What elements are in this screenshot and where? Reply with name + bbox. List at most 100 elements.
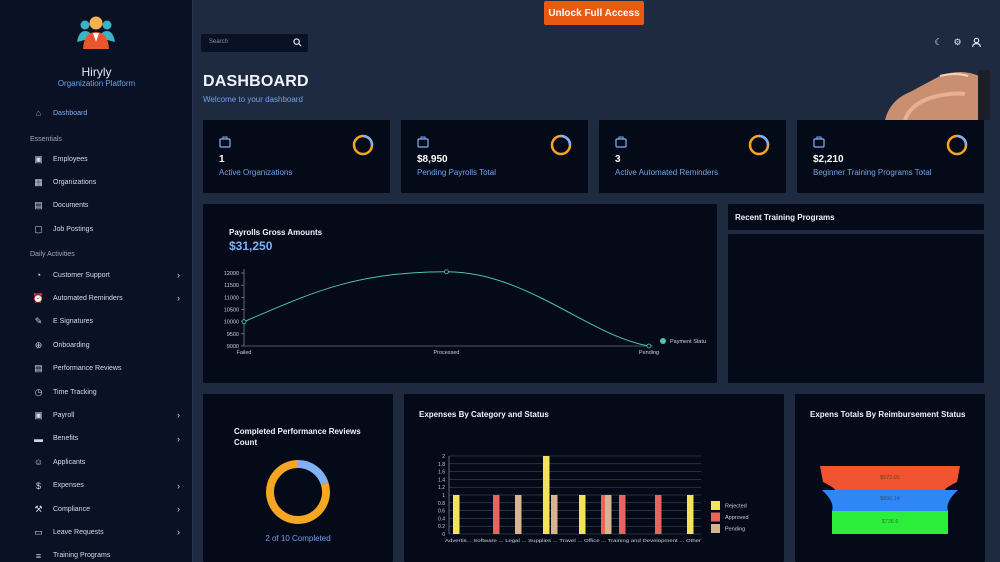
chevron-right-icon[interactable]: › (177, 480, 180, 491)
sidebar-item-onboarding[interactable]: ⊕ Onboarding (0, 335, 192, 355)
sidebar-item-time-tracking[interactable]: ◷ Time Tracking (0, 382, 192, 402)
funnel-value-label: $736.6 (882, 519, 899, 525)
donut-slice[interactable] (266, 460, 330, 524)
sidebar-item-dashboard[interactable]: ⌂ Dashboard (0, 103, 192, 123)
y-tick-label: 1 (442, 493, 445, 499)
stat-label: Pending Payrolls Total (417, 168, 497, 177)
x-tick-label: Pending (639, 350, 659, 356)
sidebar-item-label: Leave Requests (53, 528, 104, 536)
stat-card[interactable]: $8,950 Pending Payrolls Total (401, 120, 588, 193)
sidebar-item-customer-support[interactable]: ◔ Customer Support › (0, 265, 192, 285)
funnel-segment[interactable] (832, 511, 948, 534)
search-input[interactable]: Search (201, 34, 308, 52)
sidebar-item-label: Payroll (53, 411, 75, 419)
stat-label: Beginner Training Programs Total (813, 168, 932, 177)
sidebar-item-leave-requests[interactable]: ▭ Leave Requests › (0, 522, 192, 542)
sidebar-item-e-signatures[interactable]: ✎ E Signatures (0, 312, 192, 332)
payroll-amount: $31,250 (229, 239, 273, 253)
sidebar-item-label: Training Programs (53, 552, 111, 560)
y-tick-label: 10000 (224, 320, 239, 326)
y-tick-label: 0.2 (438, 524, 445, 530)
bar[interactable] (579, 495, 586, 534)
stat-card[interactable]: 3 Active Automated Reminders (599, 120, 786, 193)
sidebar-item-performance-reviews[interactable]: ▤ Performance Reviews (0, 359, 192, 379)
section-daily-activities: Daily Activities (30, 251, 75, 258)
gear-icon[interactable]: ⚙ (953, 37, 962, 47)
bar[interactable] (515, 495, 522, 534)
training-icon: ≡ (35, 550, 42, 561)
sidebar-item-compliance[interactable]: ⚒ Compliance › (0, 499, 192, 519)
reviews-caption: 2 of 10 Completed (265, 534, 331, 543)
stat-value: 3 (615, 154, 621, 165)
reimbursement-title: Expens Totals By Reimbursement Status (810, 410, 966, 419)
chevron-right-icon[interactable]: › (177, 504, 180, 514)
sidebar-item-benefits[interactable]: ▬ Benefits › (0, 429, 192, 449)
bar[interactable] (551, 495, 558, 534)
moon-icon[interactable]: ☾ (934, 37, 943, 47)
reviews-title: Completed Performance Reviews Count (234, 427, 361, 447)
y-tick-label: 1.4 (438, 477, 445, 483)
sidebar-item-payroll[interactable]: ▣ Payroll › (0, 405, 192, 425)
reviews-donut-chart (266, 460, 330, 524)
sidebar-item-organizations[interactable]: ▦ Organizations (0, 172, 192, 192)
sidebar-item-documents[interactable]: ▤ Documents (0, 196, 192, 216)
sidebar-item-label: Automated Reminders (53, 294, 123, 302)
brand-subtitle: Organization Platform (57, 79, 136, 88)
chevron-right-icon[interactable]: › (177, 270, 180, 280)
funnel-segment[interactable] (822, 490, 958, 511)
donut-slice[interactable] (297, 460, 329, 485)
x-tick-labels: Advertis... Software ... Legal ... Suppl… (445, 538, 701, 544)
bar[interactable] (687, 495, 694, 534)
bar[interactable] (493, 495, 500, 534)
payroll-title: Payrolls Gross Amounts (229, 228, 323, 237)
data-point[interactable] (646, 343, 652, 349)
legend-label: Pending (725, 527, 745, 533)
stat-card[interactable]: $2,210 Beginner Training Programs Total (797, 120, 984, 193)
sidebar-item-automated-reminders[interactable]: ⏰ Automated Reminders › (0, 288, 192, 308)
y-tick-label: 0.6 (438, 509, 445, 515)
bar[interactable] (543, 456, 550, 534)
legend-swatch (660, 338, 666, 344)
search-icon[interactable] (293, 38, 302, 47)
y-tick-label: 1.8 (438, 462, 445, 468)
stat-card[interactable]: 1 Active Organizations (203, 120, 390, 193)
section-essentials: Essentials (30, 136, 62, 143)
bar[interactable] (655, 495, 662, 534)
sidebar-item-label: Employees (53, 155, 88, 163)
sidebar-item-expenses[interactable]: $ Expenses › (0, 476, 192, 496)
chevron-right-icon[interactable]: › (177, 293, 180, 304)
sidebar-item-label: Onboarding (53, 341, 90, 349)
data-point[interactable] (241, 319, 247, 325)
y-tick-label: 0.4 (438, 516, 445, 522)
bar[interactable] (619, 495, 626, 534)
logo (77, 16, 115, 49)
data-point[interactable] (444, 269, 449, 275)
sidebar-item-applicants[interactable]: ☺ Applicants (0, 452, 192, 472)
series-line (243, 271, 650, 347)
payroll-icon (417, 136, 429, 148)
y-tick-label: 9500 (227, 332, 239, 338)
bar[interactable] (453, 495, 460, 534)
sidebar-item-employees[interactable]: ▣ Employees (0, 149, 192, 169)
sidebar-item-label: Dashboard (53, 109, 88, 117)
reimbursement-funnel-chart: $572.05 $836.14 $736.6 (820, 466, 960, 534)
chevron-right-icon[interactable]: › (177, 433, 180, 444)
sidebar-item-label: Time Tracking (53, 388, 97, 396)
bar[interactable] (605, 495, 612, 534)
page-subtitle: Welcome to your dashboard (203, 95, 303, 104)
unlock-full-access-button[interactable]: Unlock Full Access (544, 1, 644, 25)
sidebar-item-training-programs[interactable]: ≡ Training Programs (0, 546, 192, 562)
sidebar-item-job-postings[interactable]: ▢ Job Postings (0, 219, 192, 239)
chevron-right-icon[interactable]: › (177, 410, 180, 421)
clock-icon: ◷ (34, 386, 43, 397)
sidebar-item-label: E Signatures (53, 318, 94, 326)
funnel-segment[interactable] (820, 466, 960, 490)
funnel-value-label: $836.14 (880, 496, 900, 502)
user-icon[interactable] (971, 37, 982, 48)
reimbursement-panel: Expens Totals By Reimbursement Status $5… (795, 394, 985, 562)
reviews-panel: Completed Performance Reviews Count 2 of… (203, 394, 393, 562)
sidebar-item-label: Performance Reviews (53, 365, 122, 373)
chevron-right-icon[interactable]: › (177, 527, 180, 538)
wrench-icon (813, 136, 825, 148)
bar[interactable] (601, 495, 608, 534)
